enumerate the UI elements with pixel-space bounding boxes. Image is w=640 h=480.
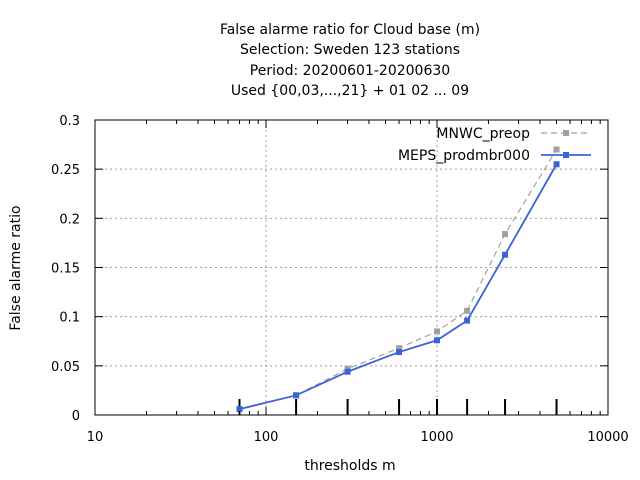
data-point-MNWC_preop: [553, 146, 560, 153]
series-line-MEPS_prodmbr000: [239, 163, 558, 410]
data-point-MNWC_preop: [464, 307, 471, 314]
x-axis-ticks: 10 100 1000 10000: [87, 120, 629, 445]
y-tick-label: 0.15: [51, 262, 80, 277]
legend-label: MEPS_prodmbr000: [398, 148, 530, 164]
grid: [95, 120, 608, 415]
legend-swatch-marker: [563, 152, 569, 158]
y-axis-label: False alarme ratio: [8, 205, 24, 330]
chart-title: False alarme ratio for Cloud base (m) Se…: [220, 22, 480, 99]
series-line-MNWC_preop: [239, 149, 558, 410]
x-tick-label: 10000: [587, 430, 628, 445]
title-line-3: Period: 20200601-20200630: [250, 63, 450, 79]
y-tick-label: 0.3: [59, 114, 80, 129]
x-tick-label: 10: [87, 430, 104, 445]
data-point-MEPS_prodmbr000: [293, 392, 300, 399]
y-tick-label: 0.1: [59, 311, 80, 326]
x-tick-label: 1000: [420, 430, 453, 445]
x-axis-label: thresholds m: [304, 458, 395, 474]
data-point-MEPS_prodmbr000: [236, 406, 243, 413]
y-tick-label: 0.25: [51, 163, 80, 178]
series-lines: [236, 146, 560, 413]
legend: MNWC_preop MEPS_prodmbr000: [398, 126, 591, 164]
data-point-MNWC_preop: [502, 231, 509, 238]
y-tick-label: 0: [72, 409, 80, 424]
data-point-MEPS_prodmbr000: [464, 317, 471, 324]
data-point-MNWC_preop: [396, 345, 403, 352]
data-point-MEPS_prodmbr000: [396, 349, 403, 356]
y-tick-label: 0.05: [51, 360, 80, 375]
y-axis-ticks: 0 0.05 0.1 0.15 0.2 0.25 0.3: [51, 114, 608, 424]
x-tick-label: 100: [254, 430, 279, 445]
legend-label: MNWC_preop: [436, 126, 530, 142]
threshold-marks: [238, 399, 558, 415]
legend-swatch-marker: [563, 130, 569, 136]
data-point-MEPS_prodmbr000: [502, 251, 509, 258]
data-point-MNWC_preop: [434, 328, 440, 335]
data-point-MEPS_prodmbr000: [553, 161, 560, 168]
data-point-MEPS_prodmbr000: [434, 337, 440, 344]
title-line-4: Used {00,03,...,21} + 01 02 ... 09: [231, 83, 469, 99]
title-line-2: Selection: Sweden 123 stations: [240, 42, 460, 58]
title-line-1: False alarme ratio for Cloud base (m): [220, 22, 480, 38]
y-tick-label: 0.2: [59, 212, 80, 227]
data-point-MEPS_prodmbr000: [344, 368, 351, 375]
